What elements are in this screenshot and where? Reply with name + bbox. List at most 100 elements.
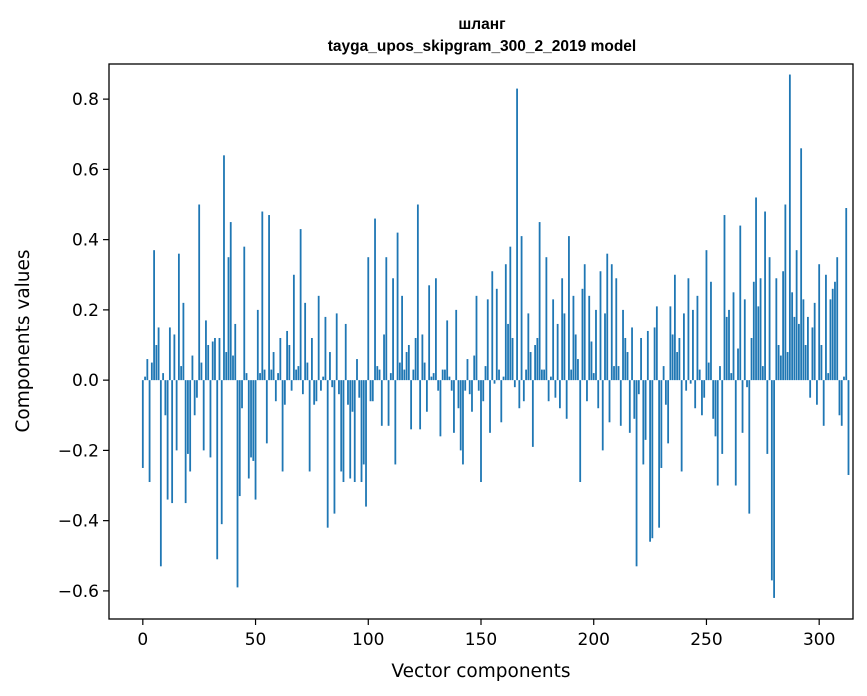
bar-305: [829, 299, 832, 381]
bar-196: [583, 264, 586, 381]
bar-279: [770, 380, 773, 581]
bar-182: [552, 299, 555, 381]
bar-82: [326, 380, 329, 528]
bar-24: [196, 380, 198, 398]
x-axis-label: Vector components: [391, 661, 570, 682]
bar-299: [816, 380, 818, 405]
bar-260: [728, 309, 730, 381]
bar-255: [716, 380, 719, 486]
bar-84: [331, 380, 334, 388]
bar-228: [655, 306, 658, 381]
bar-181: [549, 376, 552, 381]
bar-119: [410, 380, 413, 430]
bar-263: [734, 380, 737, 486]
bar-85: [333, 380, 336, 514]
bar-36: [223, 155, 225, 381]
bar-73: [306, 362, 309, 381]
bar-133: [441, 369, 444, 381]
bar-232: [664, 380, 667, 405]
y-tick-label: −0.4: [58, 512, 99, 532]
bar-272: [755, 197, 757, 381]
bar-3: [148, 380, 151, 483]
bar-256: [719, 366, 721, 381]
bar-207: [608, 380, 611, 423]
bar-29: [207, 345, 210, 381]
bar-124: [421, 334, 424, 381]
bar-231: [662, 366, 665, 381]
bar-311: [843, 376, 845, 381]
bar-164: [511, 337, 514, 381]
bar-244: [692, 309, 694, 381]
bar-248: [701, 380, 703, 416]
bar-0: [141, 380, 144, 468]
bar-2: [146, 359, 149, 381]
y-tick-label: 0.4: [72, 231, 99, 251]
bar-101: [369, 380, 372, 402]
bar-307: [834, 281, 836, 381]
y-tick-label: 0.8: [72, 90, 99, 110]
x-tick-label: 150: [465, 630, 497, 650]
bar-145: [468, 380, 471, 395]
bar-310: [840, 380, 843, 426]
bar-236: [673, 274, 676, 381]
bar-284: [782, 271, 785, 381]
bar-313: [847, 380, 850, 475]
bar-1: [144, 376, 146, 381]
bar-53: [261, 211, 264, 381]
bar-301: [820, 345, 823, 381]
bar-70: [299, 229, 302, 381]
bar-91: [347, 380, 349, 405]
bar-122: [416, 204, 419, 381]
bar-175: [536, 337, 539, 381]
bar-120: [412, 369, 415, 381]
bar-309: [838, 380, 841, 416]
bar-72: [304, 302, 307, 381]
bar-96: [358, 380, 361, 398]
bar-51: [256, 309, 259, 381]
bar-118: [407, 345, 410, 381]
bar-146: [471, 380, 473, 412]
bar-54: [263, 369, 266, 381]
bar-286: [786, 352, 789, 381]
bar-245: [694, 380, 697, 409]
bar-79: [320, 380, 322, 391]
bar-4: [150, 362, 153, 381]
bar-254: [714, 380, 717, 437]
bar-226: [651, 380, 654, 539]
bar-187: [563, 313, 566, 381]
bar-11: [166, 380, 169, 500]
bar-290: [795, 250, 798, 381]
bar-308: [836, 257, 839, 381]
bar-136: [448, 376, 451, 381]
y-tick-label: 0.2: [72, 301, 99, 321]
bar-160: [502, 376, 505, 381]
bar-117: [405, 352, 408, 381]
bar-306: [831, 288, 834, 381]
bar-95: [356, 359, 358, 381]
bar-47: [247, 380, 250, 479]
bar-90: [344, 323, 347, 381]
bar-285: [784, 204, 787, 381]
bar-21: [189, 380, 192, 472]
y-tick-label: 0.6: [72, 160, 99, 180]
bar-238: [678, 337, 681, 381]
bar-154: [489, 380, 491, 433]
bar-167: [518, 380, 521, 409]
bar-288: [791, 292, 794, 381]
bar-155: [491, 271, 494, 381]
bar-130: [435, 278, 437, 381]
bar-235: [671, 334, 674, 381]
bar-222: [642, 380, 645, 465]
bar-26: [200, 362, 203, 381]
bar-289: [793, 316, 796, 381]
bar-262: [732, 292, 735, 381]
bar-6: [155, 345, 158, 381]
bar-103: [374, 218, 376, 381]
bar-113: [396, 232, 399, 381]
bar-251: [707, 362, 710, 381]
bar-163: [509, 246, 512, 381]
bar-195: [581, 288, 584, 381]
bar-199: [590, 341, 593, 381]
bar-94: [353, 380, 356, 483]
bar-100: [367, 257, 370, 381]
